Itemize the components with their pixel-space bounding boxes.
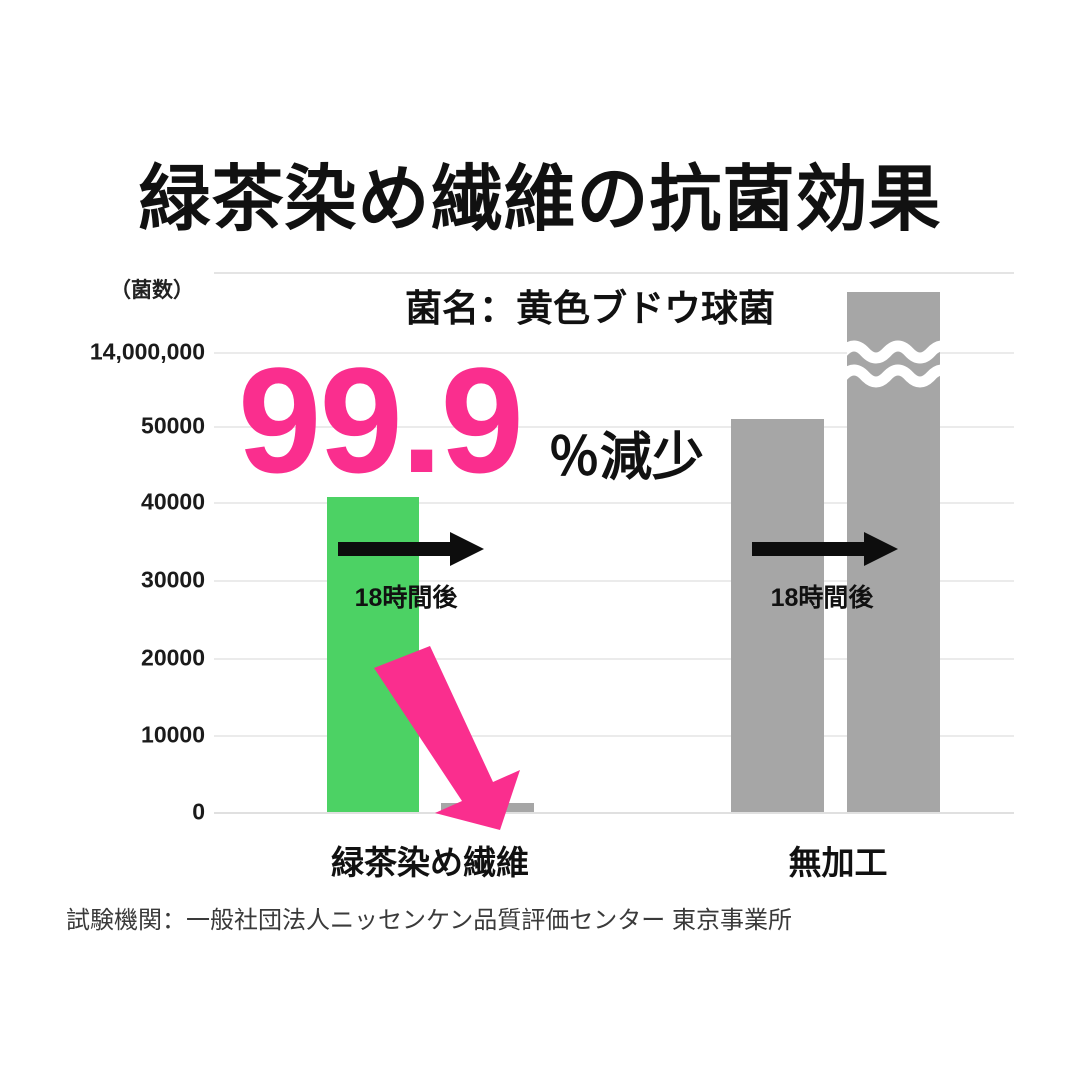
y-tick-label: 20000: [141, 644, 205, 671]
y-axis-tick-labels: 14,000,000 50000 40000 30000 20000 10000…: [0, 0, 205, 1080]
y-axis-unit-label: （菌数）: [110, 279, 194, 302]
y-tick-label: 0: [192, 798, 205, 825]
page-title: 緑茶染め繊維の抗菌効果: [138, 160, 942, 240]
arrow-right-untreated-icon: [752, 528, 902, 570]
y-tick-label: 50000: [141, 412, 205, 439]
axis-break-wave-icon: [847, 338, 940, 388]
arrow-down-decrease-icon: [350, 630, 540, 830]
gridline-50000: [214, 426, 1014, 428]
y-tick-label: 40000: [141, 488, 205, 515]
gridline-40000: [214, 502, 1014, 504]
gridline-20000: [214, 658, 1014, 660]
gridline-10000: [214, 735, 1014, 737]
category-label-untreated: 無加工: [788, 844, 888, 881]
reduction-percentage-suffix: ％減少: [548, 429, 705, 487]
reduction-percentage-number: 99.9: [238, 336, 524, 504]
category-label-treated: 緑茶染め繊維: [331, 844, 529, 881]
axis-baseline: [214, 812, 1014, 814]
gridline-14000000: [214, 352, 1014, 354]
bacteria-name-label: 菌名：黄色ブドウ球菌: [405, 288, 775, 329]
hours-label-untreated: 18時間後: [770, 584, 874, 612]
y-tick-label: 10000: [141, 721, 205, 748]
y-tick-label: 30000: [141, 566, 205, 593]
y-tick-label: 14,000,000: [89, 338, 205, 365]
gridline-30000: [214, 580, 1014, 582]
chart-top-border: [214, 272, 1014, 274]
bar-untreated-initial: [731, 419, 824, 812]
arrow-right-treated-icon: [338, 528, 488, 570]
hours-label-treated: 18時間後: [354, 584, 458, 612]
source-note: 試験機関：一般社団法人ニッセンケン品質評価センター 東京事業所: [66, 907, 792, 934]
